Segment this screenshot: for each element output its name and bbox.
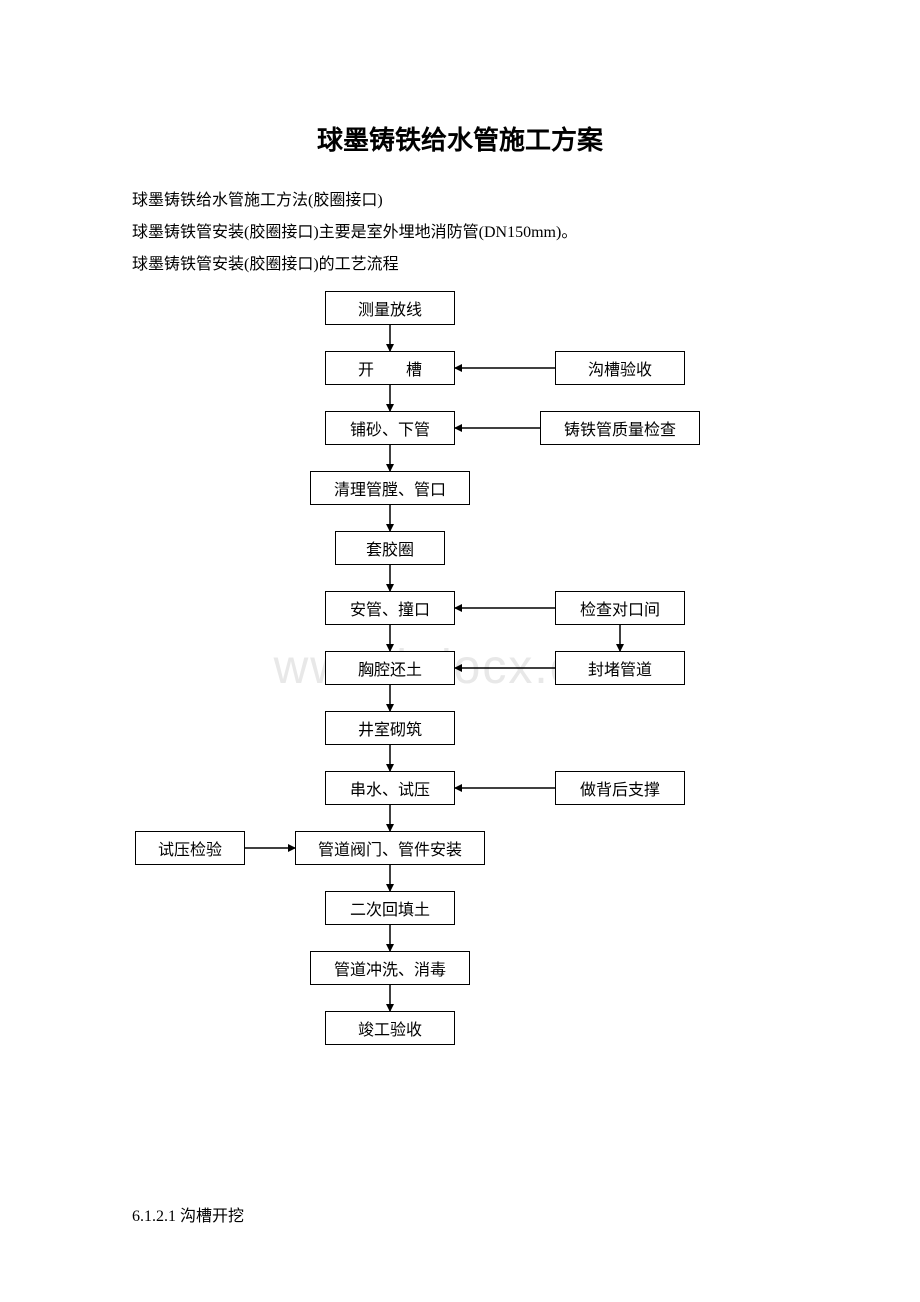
flow-node-n4: 清理管膛、管口 [310, 471, 470, 505]
intro-line-3: 球墨铸铁管安装(胶圈接口)的工艺流程 [100, 249, 820, 281]
flow-node-s2: 沟槽验收 [555, 351, 685, 385]
flow-node-n9: 串水、试压 [325, 771, 455, 805]
flow-node-s6: 检查对口间 [555, 591, 685, 625]
flow-node-n6: 安管、撞口 [325, 591, 455, 625]
flow-node-s3: 铸铁管质量检查 [540, 411, 700, 445]
intro-line-2: 球墨铸铁管安装(胶圈接口)主要是室外埋地消防管(DN150mm)。 [100, 217, 820, 249]
section-number: 6.1.2.1 沟槽开挖 [100, 1201, 820, 1233]
flow-node-n1: 测量放线 [325, 291, 455, 325]
flowchart: 测量放线开 槽 沟槽验收铺砂、下管 铸铁管质量检查清理管膛、管口套胶圈安管、撞口 检查… [100, 291, 820, 1161]
flow-node-n7: 胸腔还土 [325, 651, 455, 685]
page-title: 球墨铸铁给水管施工方案 [100, 120, 820, 157]
flow-node-n10: 管道阀门、管件安装 [295, 831, 485, 865]
flow-node-l10: 试压检验 [135, 831, 245, 865]
flow-node-n13: 竣工验收 [325, 1011, 455, 1045]
intro-line-1: 球墨铸铁给水管施工方法(胶圈接口) [100, 185, 820, 217]
flow-node-n3: 铺砂、下管 [325, 411, 455, 445]
flow-node-s9: 做背后支撑 [555, 771, 685, 805]
flow-node-n8: 井室砌筑 [325, 711, 455, 745]
flow-node-n11: 二次回填土 [325, 891, 455, 925]
flowchart-connectors [100, 291, 820, 1161]
flow-node-n5: 套胶圈 [335, 531, 445, 565]
flow-node-n12: 管道冲洗、消毒 [310, 951, 470, 985]
flow-node-s7: 封堵管道 [555, 651, 685, 685]
flow-node-n2: 开 槽 [325, 351, 455, 385]
